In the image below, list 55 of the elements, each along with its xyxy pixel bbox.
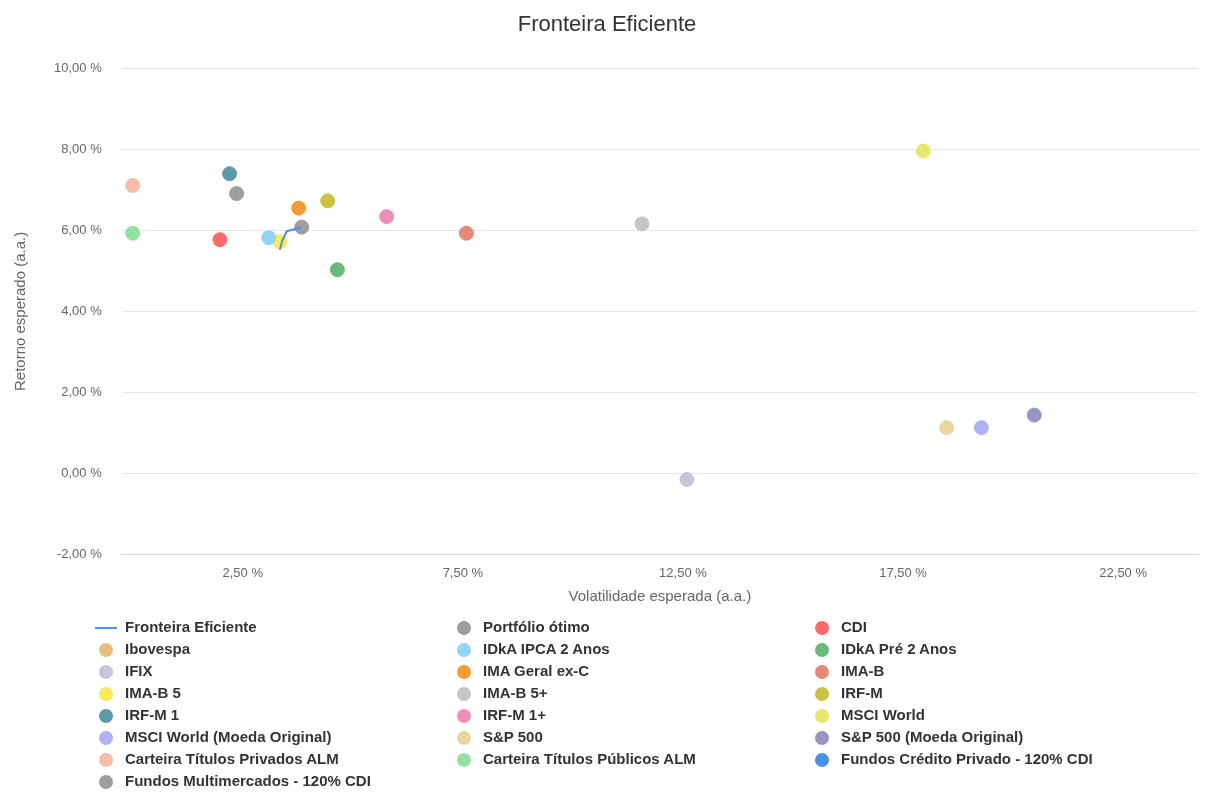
x-axis-title: Volatilidade esperada (a.a.) [568,587,752,605]
point [212,232,228,248]
x-tick-label: 2,50 % [222,564,264,580]
point [379,209,395,225]
legend-label: Fronteira Eficiente [125,618,257,635]
point [939,420,955,436]
point [261,230,277,246]
y-tick-label: 6,00 % [61,221,103,237]
point [294,219,310,235]
point [458,225,474,241]
point [634,216,650,232]
legend-label: IMA-B 5+ [483,684,548,702]
legend-label: IMA-B [841,662,885,680]
point [125,225,141,241]
point [915,143,931,159]
legend-label: IRF-M 1 [125,706,180,724]
legend-label: Portfólio ótimo [483,618,590,635]
y-tick-label: 0,00 % [61,464,103,480]
legend-label: Carteira Títulos Privados ALM [125,750,339,768]
legend-label: S&P 500 [483,728,543,746]
point [125,177,141,193]
legend-label: MSCI World [841,706,925,724]
y-tick-label: 4,00 % [61,302,103,318]
legend-label: IDkA IPCA 2 Anos [483,640,610,658]
x-tick-label: 7,50 % [442,564,484,580]
y-tick-label: -2,00 % [56,545,103,561]
legend-label: IRF-M 1+ [483,706,546,724]
legend-label: IMA Geral ex-C [483,662,590,680]
legend-label: Carteira Títulos Públicos ALM [483,750,696,768]
x-tick-label: 22,50 % [1099,564,1148,580]
legend-label: MSCI World (Moeda Original) [125,728,332,746]
y-tick-label: 10,00 % [54,59,103,75]
point [329,262,345,278]
y-axis-title: Retorno esperado (a.a.) [11,231,29,392]
y-tick-label: 2,00 % [61,383,103,399]
legend-label: IRF-M [841,684,883,702]
legend-label: Fundos Multimercados - 120% CDI [125,772,371,790]
legend-label: S&P 500 (Moeda Original) [841,728,1024,746]
point [320,193,336,209]
point [291,200,307,216]
point [973,420,989,436]
legend-label: IDkA Pré 2 Anos [841,640,957,658]
x-tick-label: 17,50 % [879,564,928,580]
legend-label: IFIX [125,662,153,680]
legend-label: Fundos Crédito Privado - 120% CDI [841,750,1093,768]
y-tick-label: 8,00 % [61,140,103,156]
point [229,186,245,202]
x-tick-label: 12,50 % [659,564,708,580]
point [679,471,695,487]
legend-label: Ibovespa [125,640,191,658]
point [1026,407,1042,423]
legend-label: IMA-B 5 [125,684,181,702]
chart-title: Fronteira Eficiente [517,11,697,37]
point [222,166,238,182]
legend-label: CDI [841,618,867,635]
